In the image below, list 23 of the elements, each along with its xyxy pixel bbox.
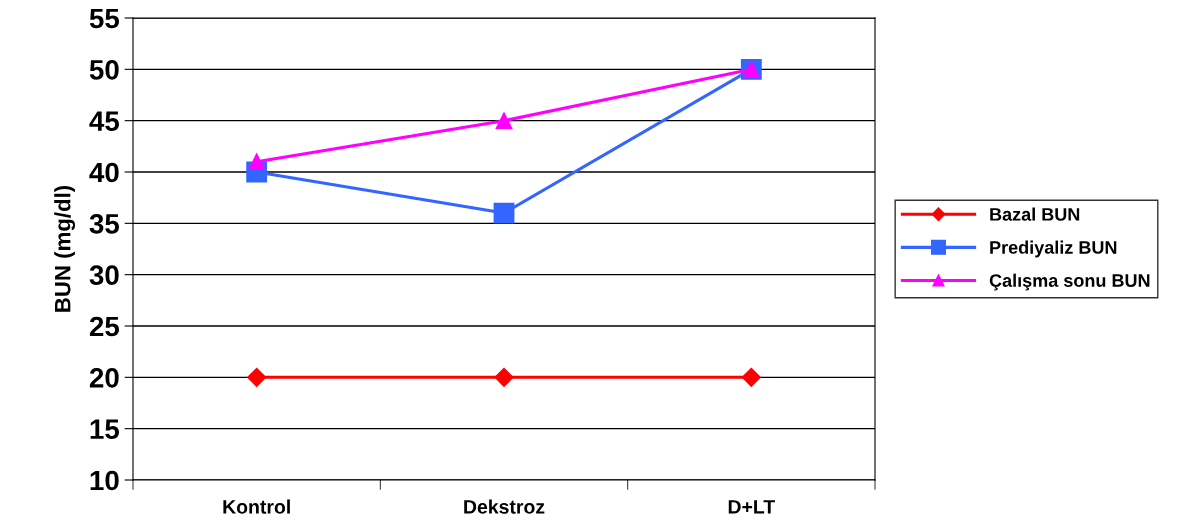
y-axis-title: BUN (mg/dl) (54, 185, 76, 312)
point (493, 202, 515, 224)
point (741, 367, 761, 387)
y-tick-label: 50 (89, 60, 119, 80)
y-tick-label: 15 (90, 419, 120, 440)
point (495, 112, 513, 130)
x-tick-label: D+LT (728, 500, 775, 514)
y-tick-label: 10 (90, 470, 119, 491)
y-tick-label: 55 (89, 8, 120, 29)
x-tick-label: Kontrol (223, 499, 290, 514)
legend-label: Çalışma sonu BUN (989, 273, 1150, 291)
y-tick-label: 25 (89, 316, 120, 337)
point (494, 367, 514, 387)
point (248, 153, 266, 171)
legend-label: Prediyaliz BUN (990, 240, 1117, 258)
y-tick-label: 35 (89, 214, 120, 234)
y-tick-label: 20 (89, 368, 119, 388)
y-tick-label: 40 (89, 162, 119, 183)
y-tick-label: 30 (89, 265, 119, 286)
x-tick-label: Dekstroz (464, 499, 545, 514)
y-tick-label: 45 (89, 111, 120, 132)
point (247, 367, 267, 387)
legend-label: Bazal BUN (990, 207, 1080, 221)
